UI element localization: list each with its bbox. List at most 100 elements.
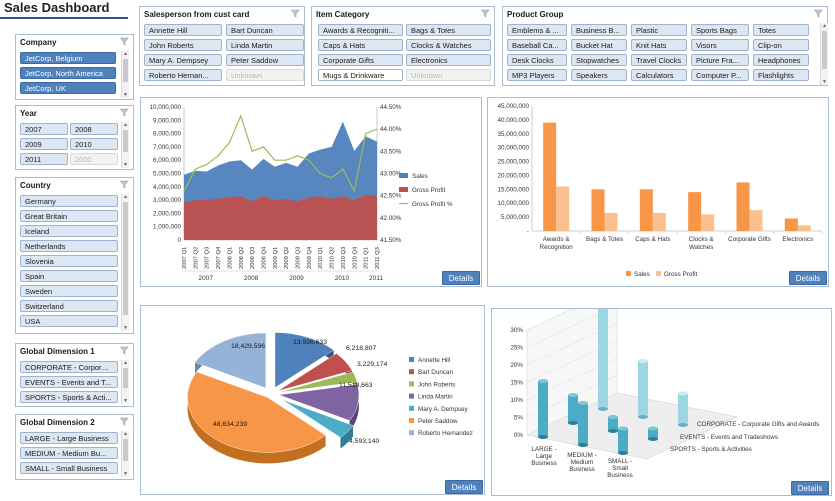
scroll-up-icon[interactable]: ▲ [822,23,827,29]
slicer-item-picture-fra[interactable]: Picture Fra... [691,54,749,66]
clear-filter-icon[interactable] [119,180,129,189]
column-bar-small-small-business-corporate-corporate-gifts-and-awards [618,428,628,453]
scroll-thumb[interactable] [123,368,128,388]
slicer-item-small-small-business[interactable]: SMALL - Small Business [20,462,118,474]
scroll-down-icon[interactable]: ▼ [123,162,128,168]
slicer-item-great-britain[interactable]: Great Britain [20,210,118,222]
clear-filter-icon[interactable] [119,346,129,355]
slicer-item-2010[interactable]: 2010 [70,138,118,150]
slicer-item-events-events-and-t[interactable]: EVENTS - Events and T... [20,376,118,388]
slicer-item-iceland[interactable]: Iceland [20,225,118,237]
slicer-item-totes[interactable]: Totes [753,24,809,36]
slicer-item-sports-sports-acti[interactable]: SPORTS - Sports & Acti... [20,391,118,403]
slicer-item-usa[interactable]: USA [20,315,118,327]
y-tick-label: 5,000,000 [153,171,182,178]
slicer-item-annette-hill[interactable]: Annette Hill [144,24,222,36]
scroll-up-icon[interactable]: ▲ [123,122,128,128]
slicer-item-speakers[interactable]: Speakers [571,69,627,81]
slicer-item-sweden[interactable]: Sweden [20,285,118,297]
slicer-item-switzerland[interactable]: Switzerland [20,300,118,312]
slicer-scrollbar[interactable]: ▲ ▼ [121,194,129,331]
scroll-thumb[interactable] [123,59,128,82]
slicer-item-travel-clocks[interactable]: Travel Clocks [631,54,687,66]
slicer-scrollbar[interactable]: ▲ ▼ [121,51,129,98]
slicer-item-unknown[interactable]: Unknown [226,69,304,81]
slicer-item-business-b[interactable]: Business B... [571,24,627,36]
slicer-scrollbar[interactable]: ▲ ▼ [121,360,129,404]
slicer-item-linda-martin[interactable]: Linda Martin [226,39,304,51]
slicer-item-roberto-hernan[interactable]: Roberto Hernan... [144,69,222,81]
slicer-item-computer-p[interactable]: Computer P... [691,69,749,81]
slicer-item-2007[interactable]: 2007 [20,123,68,135]
slicer-scrollbar[interactable]: ▲ ▼ [820,23,828,85]
details-button-category[interactable]: Details [789,271,827,285]
scroll-thumb[interactable] [123,202,128,315]
scroll-thumb[interactable] [822,31,827,69]
scroll-thumb[interactable] [123,439,128,461]
clear-filter-icon[interactable] [119,108,129,117]
slicer-item-calculators[interactable]: Calculators [631,69,687,81]
slicer-item-caps-hats[interactable]: Caps & Hats [318,39,403,51]
slicer-item-baseball-ca[interactable]: Baseball Ca... [507,39,567,51]
details-button-salesperson[interactable]: Details [445,480,483,494]
scroll-up-icon[interactable]: ▲ [123,51,128,57]
slicer-item-netherlands[interactable]: Netherlands [20,240,118,252]
slicer-item-mp3-players[interactable]: MP3 Players [507,69,567,81]
scroll-down-icon[interactable]: ▼ [123,398,128,404]
scroll-up-icon[interactable]: ▲ [123,431,128,437]
slicer-item-slovenia[interactable]: Slovenia [20,255,118,267]
slicer-item-bags-totes[interactable]: Bags & Totes [406,24,491,36]
scroll-down-icon[interactable]: ▼ [123,325,128,331]
slicer-item-john-roberts[interactable]: John Roberts [144,39,222,51]
slicer-item-bucket-hat[interactable]: Bucket Hat [571,39,627,51]
slicer-item-medium-medium-bu[interactable]: MEDIUM - Medium Bu... [20,447,118,459]
clear-filter-icon[interactable] [813,9,823,18]
scroll-up-icon[interactable]: ▲ [123,360,128,366]
details-button-dimension[interactable]: Details [791,481,829,495]
y-tick-label: - [527,228,529,235]
clear-filter-icon[interactable] [119,37,129,46]
slicer-item-2011[interactable]: 2011 [20,153,68,165]
slicer-scrollbar[interactable]: ▲ ▼ [121,431,129,477]
clear-filter-icon[interactable] [119,417,129,426]
slicer-item-clip-on[interactable]: Clip-on [753,39,809,51]
scroll-down-icon[interactable]: ▼ [123,471,128,477]
scroll-down-icon[interactable]: ▼ [123,92,128,98]
slicer-item-spain[interactable]: Spain [20,270,118,282]
slicer-item-bart-duncan[interactable]: Bart Duncan [226,24,304,36]
slicer-item-jetcorp-uk[interactable]: JetCorp, UK [20,82,116,94]
slicer-item-desk-clocks[interactable]: Desk Clocks [507,54,567,66]
slicer-item-peter-saddow[interactable]: Peter Saddow [226,54,304,66]
slicer-item-2009[interactable]: 2009 [20,138,68,150]
slicer-item-visors[interactable]: Visors [691,39,749,51]
slicer-item-germany[interactable]: Germany [20,195,118,207]
slicer-scrollbar[interactable]: ▲ ▼ [121,122,129,168]
slicer-item-large-large-business[interactable]: LARGE - Large Business [20,432,118,444]
slicer-item-knit-hats[interactable]: Knit Hats [631,39,687,51]
scroll-up-icon[interactable]: ▲ [123,194,128,200]
slicer-item-jetcorp-north-america[interactable]: JetCorp, North America [20,67,116,79]
slicer-item-corporate-corporat[interactable]: CORPORATE - Corporat... [20,361,118,373]
slicer-item-corporate-gifts[interactable]: Corporate Gifts [318,54,403,66]
details-button-sales-trend[interactable]: Details [442,271,480,285]
slicer-item-headphones[interactable]: Headphones [753,54,809,66]
page-title: Sales Dashboard [4,0,110,15]
slicer-item-mugs-drinkware[interactable]: Mugs & Drinkware [318,69,403,81]
slicer-item-awards-recogniti[interactable]: Awards & Recogniti... [318,24,403,36]
slicer-item-clocks-watches[interactable]: Clocks & Watches [406,39,491,51]
slicer-item-2008[interactable]: 2008 [70,123,118,135]
slicer-item-plastic[interactable]: Plastic [631,24,687,36]
slicer-item-stopwatches[interactable]: Stopwatches [571,54,627,66]
slicer-item-sports-bags[interactable]: Sports Bags [691,24,749,36]
clear-filter-icon[interactable] [480,9,490,18]
slicer-item-emblems[interactable]: Emblems & ... [507,24,567,36]
slicer-item-flashlights[interactable]: Flashlights [753,69,809,81]
slicer-item-2000[interactable]: 2000 [70,153,118,165]
scroll-thumb[interactable] [123,130,128,152]
scroll-down-icon[interactable]: ▼ [822,79,827,85]
slicer-item-jetcorp-belgium[interactable]: JetCorp, Belgium [20,52,116,64]
clear-filter-icon[interactable] [290,9,300,18]
slicer-item-unknown[interactable]: Unknown [406,69,491,81]
slicer-item-electronics[interactable]: Electronics [406,54,491,66]
slicer-item-mary-a-dempsey[interactable]: Mary A. Dempsey [144,54,222,66]
